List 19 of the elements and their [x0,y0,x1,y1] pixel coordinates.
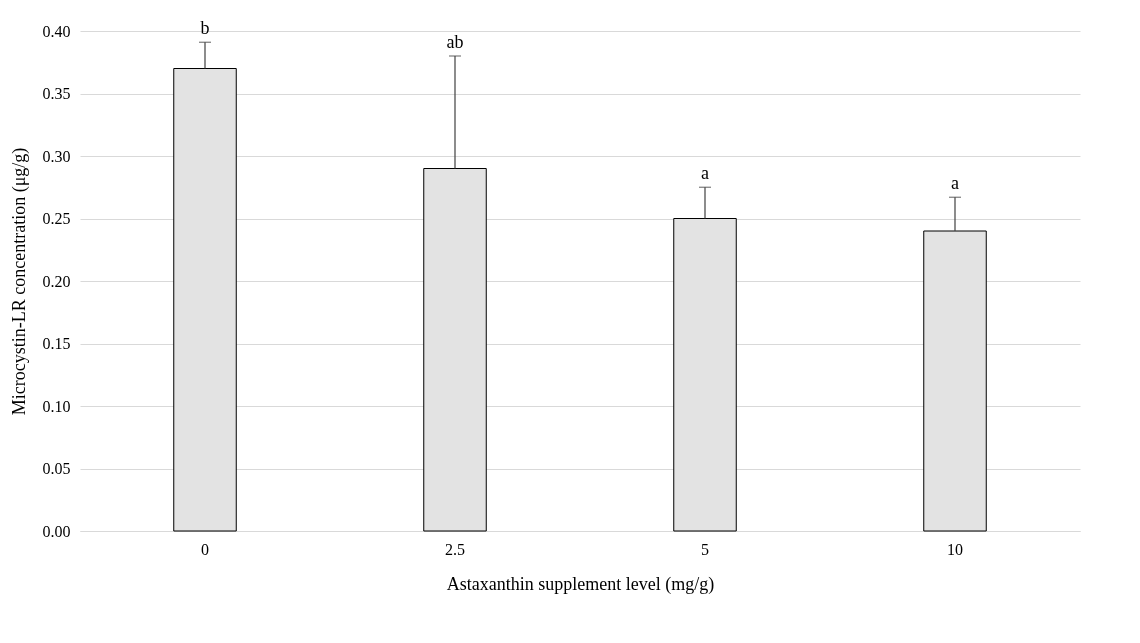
annotation: ab [446,32,464,52]
y-axis-title: Microcystin-LR concentration (μg/g) [8,147,30,416]
y-tick-label: 0.40 [42,22,71,40]
y-tick-label: 0.35 [42,85,71,102]
annotation: b [200,18,210,39]
x-tick-label: 10 [947,540,963,558]
y-tick-label: 0.05 [42,460,71,477]
y-tick-label: 0.25 [42,210,71,227]
x-tick-label: 5 [701,540,709,558]
y-tick-label: 0.20 [42,272,71,290]
y-tick-label: 0.10 [42,397,71,415]
y-tick-label: 0.15 [42,335,71,352]
y-tick-label: 0.00 [42,522,71,540]
x-axis-title: Astaxanthin supplement level (mg/g) [446,573,715,595]
x-tick-label: 0 [201,540,209,558]
x-tick-label: 2.5 [445,540,465,558]
annotation: a [701,163,709,184]
annotation: a [951,173,959,194]
y-tick-label: 0.30 [42,147,71,165]
